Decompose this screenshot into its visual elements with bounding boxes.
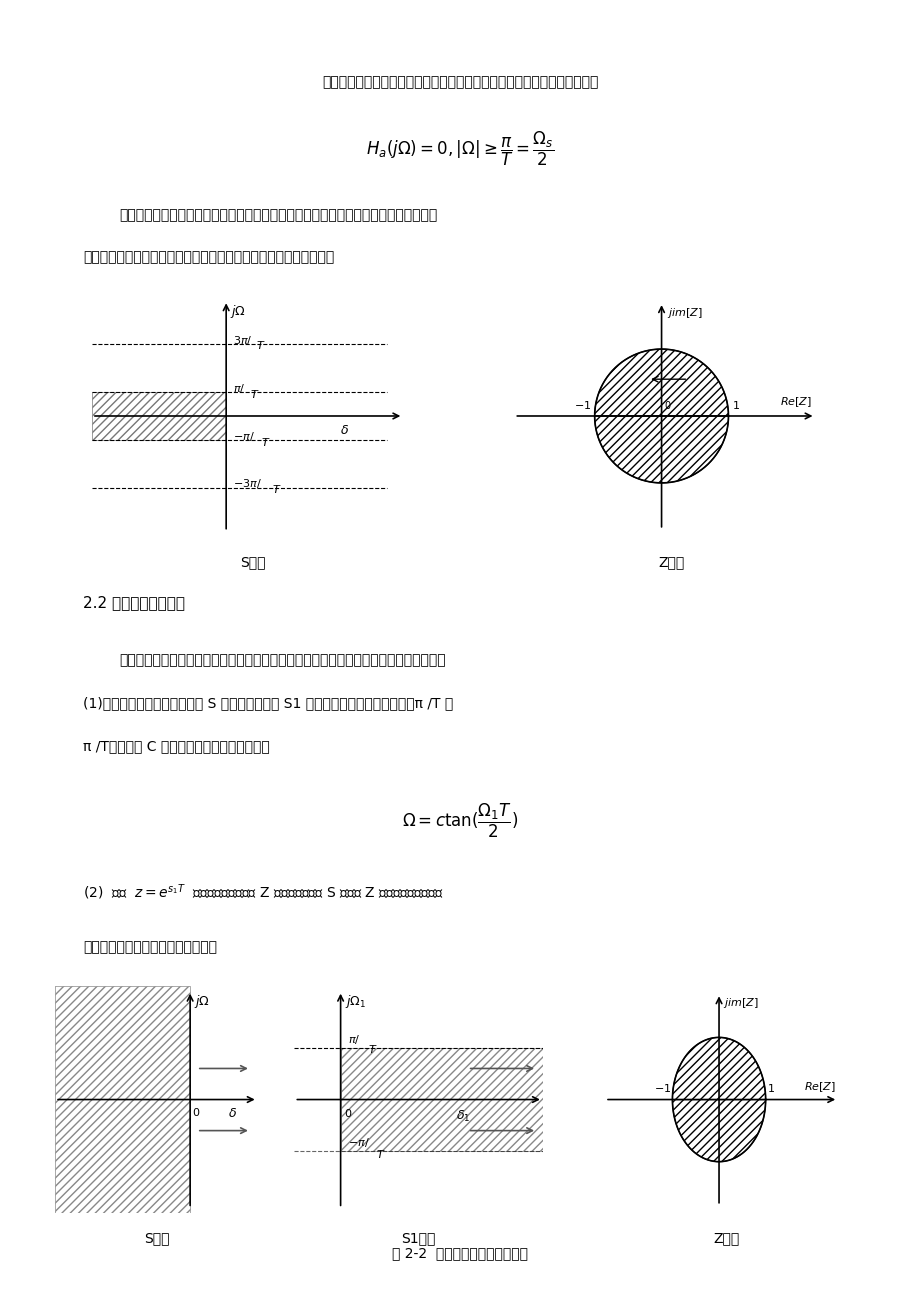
Text: $-\pi/$: $-\pi/$ [233,430,254,443]
Text: (2)  通过  $z=e^{s_1T}$  将此横带变换到整个 Z 平面，这样就使 S 平面和 Z 平面是一一对应的单: (2) 通过 $z=e^{s_1T}$ 将此横带变换到整个 Z 平面，这样就使 … [83,883,443,902]
Text: $j\Omega$: $j\Omega$ [230,303,246,320]
Text: 而实际的滤波器并非严格限带，所以用冲激响应不变法设计的数字滤波器不可避免地会: 而实际的滤波器并非严格限带，所以用冲激响应不变法设计的数字滤波器不可避免地会 [119,208,437,223]
Text: $Re[Z]$: $Re[Z]$ [779,396,811,409]
Text: S1平面: S1平面 [401,1232,436,1246]
Text: $\delta$: $\delta$ [339,424,348,437]
Text: $jim[Z]$: $jim[Z]$ [722,996,758,1010]
Text: S平面: S平面 [240,556,266,570]
Text: $T$: $T$ [255,339,265,352]
Text: $\pi/$: $\pi/$ [347,1034,359,1047]
Text: 产生混叠失真。所以此法只适于设计带限滤波器。其映射关系如下：: 产生混叠失真。所以此法只适于设计带限滤波器。其映射关系如下： [83,250,334,264]
Bar [55,986,190,1213]
Text: $0$: $0$ [192,1105,200,1117]
Text: 为了克服冲激响应不变法多值映射产生的频率混叠的现象，双线性变换法的映射原理是：: 为了克服冲激响应不变法多值映射产生的频率混叠的现象，双线性变换法的映射原理是： [119,654,446,668]
Text: S平面: S平面 [143,1232,169,1246]
Text: $\Omega = c\tan(\dfrac{\Omega_1 T}{2})$: $\Omega = c\tan(\dfrac{\Omega_1 T}{2})$ [402,802,517,840]
Text: Z平面: Z平面 [658,556,684,570]
Text: $1$: $1$ [731,398,739,410]
Text: $T$: $T$ [376,1148,386,1160]
Text: 2.2 双线性变化法原理: 2.2 双线性变化法原理 [83,595,185,611]
Text: $T$: $T$ [261,436,270,448]
Text: $\delta_1$: $\delta_1$ [456,1109,470,1124]
Text: $\delta$: $\delta$ [228,1107,237,1120]
Text: π /T），其中 C 为常数可根据设计要求选取；: π /T），其中 C 为常数可根据设计要求选取； [83,740,269,754]
Text: $T$: $T$ [368,1043,378,1055]
Text: 图 2-2  双线性变换法的映射关系: 图 2-2 双线性变换法的映射关系 [391,1246,528,1260]
Text: $T$: $T$ [250,388,259,400]
Text: $H_a(j\Omega) = 0, |\Omega| \geq \dfrac{\pi}{T} = \dfrac{\Omega_s}{2}$: $H_a(j\Omega) = 0, |\Omega| \geq \dfrac{… [366,130,553,168]
Text: $jim[Z]$: $jim[Z]$ [666,306,702,319]
Text: 值映射关系，消除了频谱混叠现象。: 值映射关系，消除了频谱混叠现象。 [83,940,217,954]
Text: $3\pi/$: $3\pi/$ [233,333,252,346]
Text: $T$: $T$ [271,483,281,496]
Text: Z平面: Z平面 [713,1232,739,1246]
Text: $-1$: $-1$ [653,1082,671,1095]
Bar [340,1048,542,1151]
Text: $1$: $1$ [766,1082,774,1095]
Text: $0$: $0$ [663,398,670,410]
Text: $-3\pi/$: $-3\pi/$ [233,477,261,490]
Text: $-\pi/$: $-\pi/$ [347,1135,369,1148]
Text: $Re[Z]$: $Re[Z]$ [802,1081,834,1095]
Text: $j\Omega$: $j\Omega$ [194,993,210,1010]
Text: $j\Omega_1$: $j\Omega_1$ [345,993,366,1010]
Bar [92,392,226,440]
Text: $0$: $0$ [343,1107,351,1120]
Text: $\pi/$: $\pi/$ [233,381,244,395]
Text: (1)通过下面的变换公式把整个 S 平面压缩到中介 S1 平面的一条横带里（宽度从－π /T 到: (1)通过下面的变换公式把整个 S 平面压缩到中介 S1 平面的一条横带里（宽度… [83,697,452,711]
Text: $-1$: $-1$ [573,398,591,410]
Text: 为了避免混叠失真要求模拟滤波器的频谱限带于折叠频率以内，即要满足：: 为了避免混叠失真要求模拟滤波器的频谱限带于折叠频率以内，即要满足： [322,76,597,90]
